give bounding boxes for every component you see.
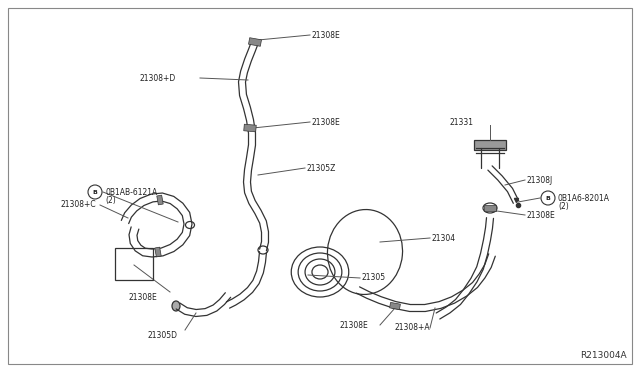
Polygon shape [244,124,256,132]
Text: 21304: 21304 [432,234,456,243]
Text: 21308+C: 21308+C [60,199,95,208]
Text: B: B [93,189,97,195]
Text: 21308+D: 21308+D [140,74,176,83]
Text: 21305: 21305 [362,273,386,282]
Text: 21308E: 21308E [340,321,369,330]
Polygon shape [157,195,163,205]
Text: (2): (2) [105,196,116,205]
Bar [474,140,506,150]
Polygon shape [484,205,496,211]
Text: B: B [545,196,550,201]
Text: 21308E: 21308E [312,118,340,126]
Text: R213004A: R213004A [580,350,627,359]
Text: 0B1A6-8201A: 0B1A6-8201A [558,193,610,202]
Text: 21308+A: 21308+A [395,324,431,333]
Ellipse shape [172,301,180,311]
Text: 21305D: 21305D [148,330,178,340]
Text: (2): (2) [558,202,569,211]
Text: 21308E: 21308E [527,211,556,219]
Text: 0B1AB-6121A: 0B1AB-6121A [105,187,157,196]
Polygon shape [248,38,262,46]
Polygon shape [390,302,401,310]
Polygon shape [155,247,161,257]
Text: 21305Z: 21305Z [307,164,337,173]
Bar [115,248,153,280]
Text: 21308J: 21308J [527,176,553,185]
Text: 21308E: 21308E [312,31,340,39]
Text: 21331: 21331 [450,118,474,126]
Text: 21308E: 21308E [128,294,157,302]
